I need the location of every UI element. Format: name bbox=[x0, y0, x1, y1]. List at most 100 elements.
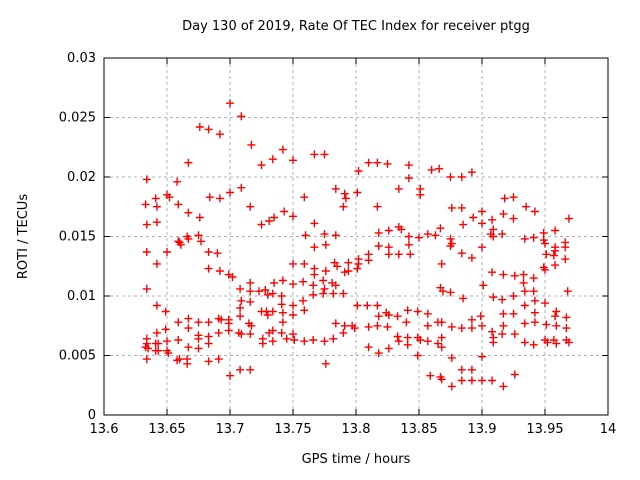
data-point-marker bbox=[488, 327, 497, 336]
data-point-marker bbox=[478, 376, 486, 385]
data-point-marker bbox=[226, 371, 234, 380]
data-point-marker bbox=[205, 193, 214, 202]
data-point-marker bbox=[152, 218, 161, 227]
data-point-marker bbox=[384, 226, 393, 235]
data-point-marker bbox=[431, 231, 440, 240]
data-point-marker bbox=[510, 330, 519, 339]
data-point-marker bbox=[246, 330, 255, 339]
data-point-marker bbox=[151, 194, 160, 203]
data-point-marker bbox=[141, 200, 150, 209]
data-point-marker bbox=[467, 376, 476, 385]
data-point-marker bbox=[300, 193, 309, 202]
data-point-marker bbox=[184, 343, 193, 352]
data-point-marker bbox=[268, 326, 277, 335]
data-point-marker bbox=[479, 281, 488, 290]
data-point-marker bbox=[510, 271, 519, 280]
data-point-marker bbox=[340, 189, 349, 198]
data-point-marker bbox=[215, 130, 224, 139]
data-point-marker bbox=[165, 193, 174, 202]
data-point-marker bbox=[509, 214, 518, 223]
data-point-marker bbox=[530, 296, 539, 305]
data-point-marker bbox=[144, 344, 153, 353]
data-point-marker bbox=[469, 213, 478, 222]
data-point-marker bbox=[204, 264, 213, 273]
data-point-marker bbox=[520, 301, 529, 310]
data-point-marker bbox=[489, 338, 498, 347]
data-point-marker bbox=[404, 240, 413, 249]
data-point-marker bbox=[447, 322, 456, 331]
data-point-marker bbox=[174, 318, 183, 327]
data-point-marker bbox=[215, 194, 224, 203]
data-point-marker bbox=[353, 188, 362, 197]
data-point-marker bbox=[278, 308, 287, 317]
data-point-marker bbox=[519, 278, 528, 287]
data-point-marker bbox=[184, 158, 193, 167]
data-point-marker bbox=[373, 158, 382, 167]
data-point-marker bbox=[552, 321, 561, 330]
data-point-marker bbox=[320, 150, 329, 159]
data-point-marker bbox=[394, 337, 403, 346]
data-point-marker bbox=[374, 349, 383, 358]
data-point-marker bbox=[224, 319, 233, 328]
data-point-marker bbox=[478, 207, 486, 216]
data-point-marker bbox=[364, 343, 373, 352]
data-point-marker bbox=[258, 339, 267, 348]
data-point-marker bbox=[339, 289, 348, 298]
data-point-marker bbox=[204, 318, 213, 327]
data-point-marker bbox=[499, 321, 508, 330]
data-point-marker bbox=[236, 284, 245, 293]
y-tick-label: 0.03 bbox=[67, 51, 96, 66]
data-point-marker bbox=[530, 318, 539, 327]
data-point-marker bbox=[263, 311, 272, 319]
data-point-marker bbox=[509, 193, 518, 202]
data-point-marker bbox=[529, 233, 538, 242]
data-point-marker bbox=[522, 202, 531, 211]
plot-border bbox=[103, 57, 609, 416]
data-point-marker bbox=[184, 208, 193, 217]
data-point-marker bbox=[499, 382, 508, 391]
data-point-marker bbox=[152, 202, 161, 211]
data-point-marker bbox=[384, 344, 393, 353]
data-point-marker bbox=[384, 250, 393, 259]
data-point-marker bbox=[404, 232, 413, 241]
data-point-marker bbox=[499, 209, 508, 218]
data-point-marker bbox=[393, 312, 402, 321]
data-point-marker bbox=[152, 301, 161, 310]
data-point-marker bbox=[184, 314, 193, 323]
data-point-marker bbox=[437, 343, 446, 352]
data-point-marker bbox=[551, 261, 560, 270]
data-point-marker bbox=[289, 259, 297, 268]
data-point-marker bbox=[446, 234, 455, 243]
data-point-marker bbox=[457, 249, 466, 258]
data-point-marker bbox=[354, 259, 363, 268]
data-point-marker bbox=[519, 270, 528, 279]
data-point-marker bbox=[539, 236, 548, 245]
y-tick-label: 0.01 bbox=[67, 289, 96, 304]
data-point-marker bbox=[195, 213, 204, 222]
data-point-marker bbox=[541, 299, 549, 308]
data-point-marker bbox=[423, 309, 432, 318]
data-point-marker bbox=[549, 251, 558, 260]
data-point-marker bbox=[488, 268, 497, 277]
data-point-marker bbox=[373, 202, 382, 211]
data-point-marker bbox=[384, 311, 393, 319]
data-point-marker bbox=[142, 339, 151, 348]
data-point-marker bbox=[204, 332, 213, 341]
data-point-marker bbox=[562, 313, 571, 322]
data-point-marker bbox=[194, 231, 203, 240]
data-point-marker bbox=[277, 300, 286, 309]
data-point-marker bbox=[552, 339, 561, 348]
data-point-marker bbox=[344, 258, 353, 267]
data-point-marker bbox=[433, 339, 442, 348]
data-point-marker bbox=[300, 306, 309, 315]
data-point-marker bbox=[457, 173, 466, 181]
data-point-marker bbox=[257, 161, 266, 170]
data-point-marker bbox=[478, 219, 486, 228]
data-point-marker bbox=[310, 219, 319, 228]
data-point-marker bbox=[467, 365, 476, 374]
data-point-marker bbox=[340, 268, 349, 277]
data-point-marker bbox=[237, 112, 246, 121]
data-point-marker bbox=[299, 277, 308, 286]
data-point-marker bbox=[551, 246, 560, 255]
data-point-marker bbox=[290, 336, 299, 344]
